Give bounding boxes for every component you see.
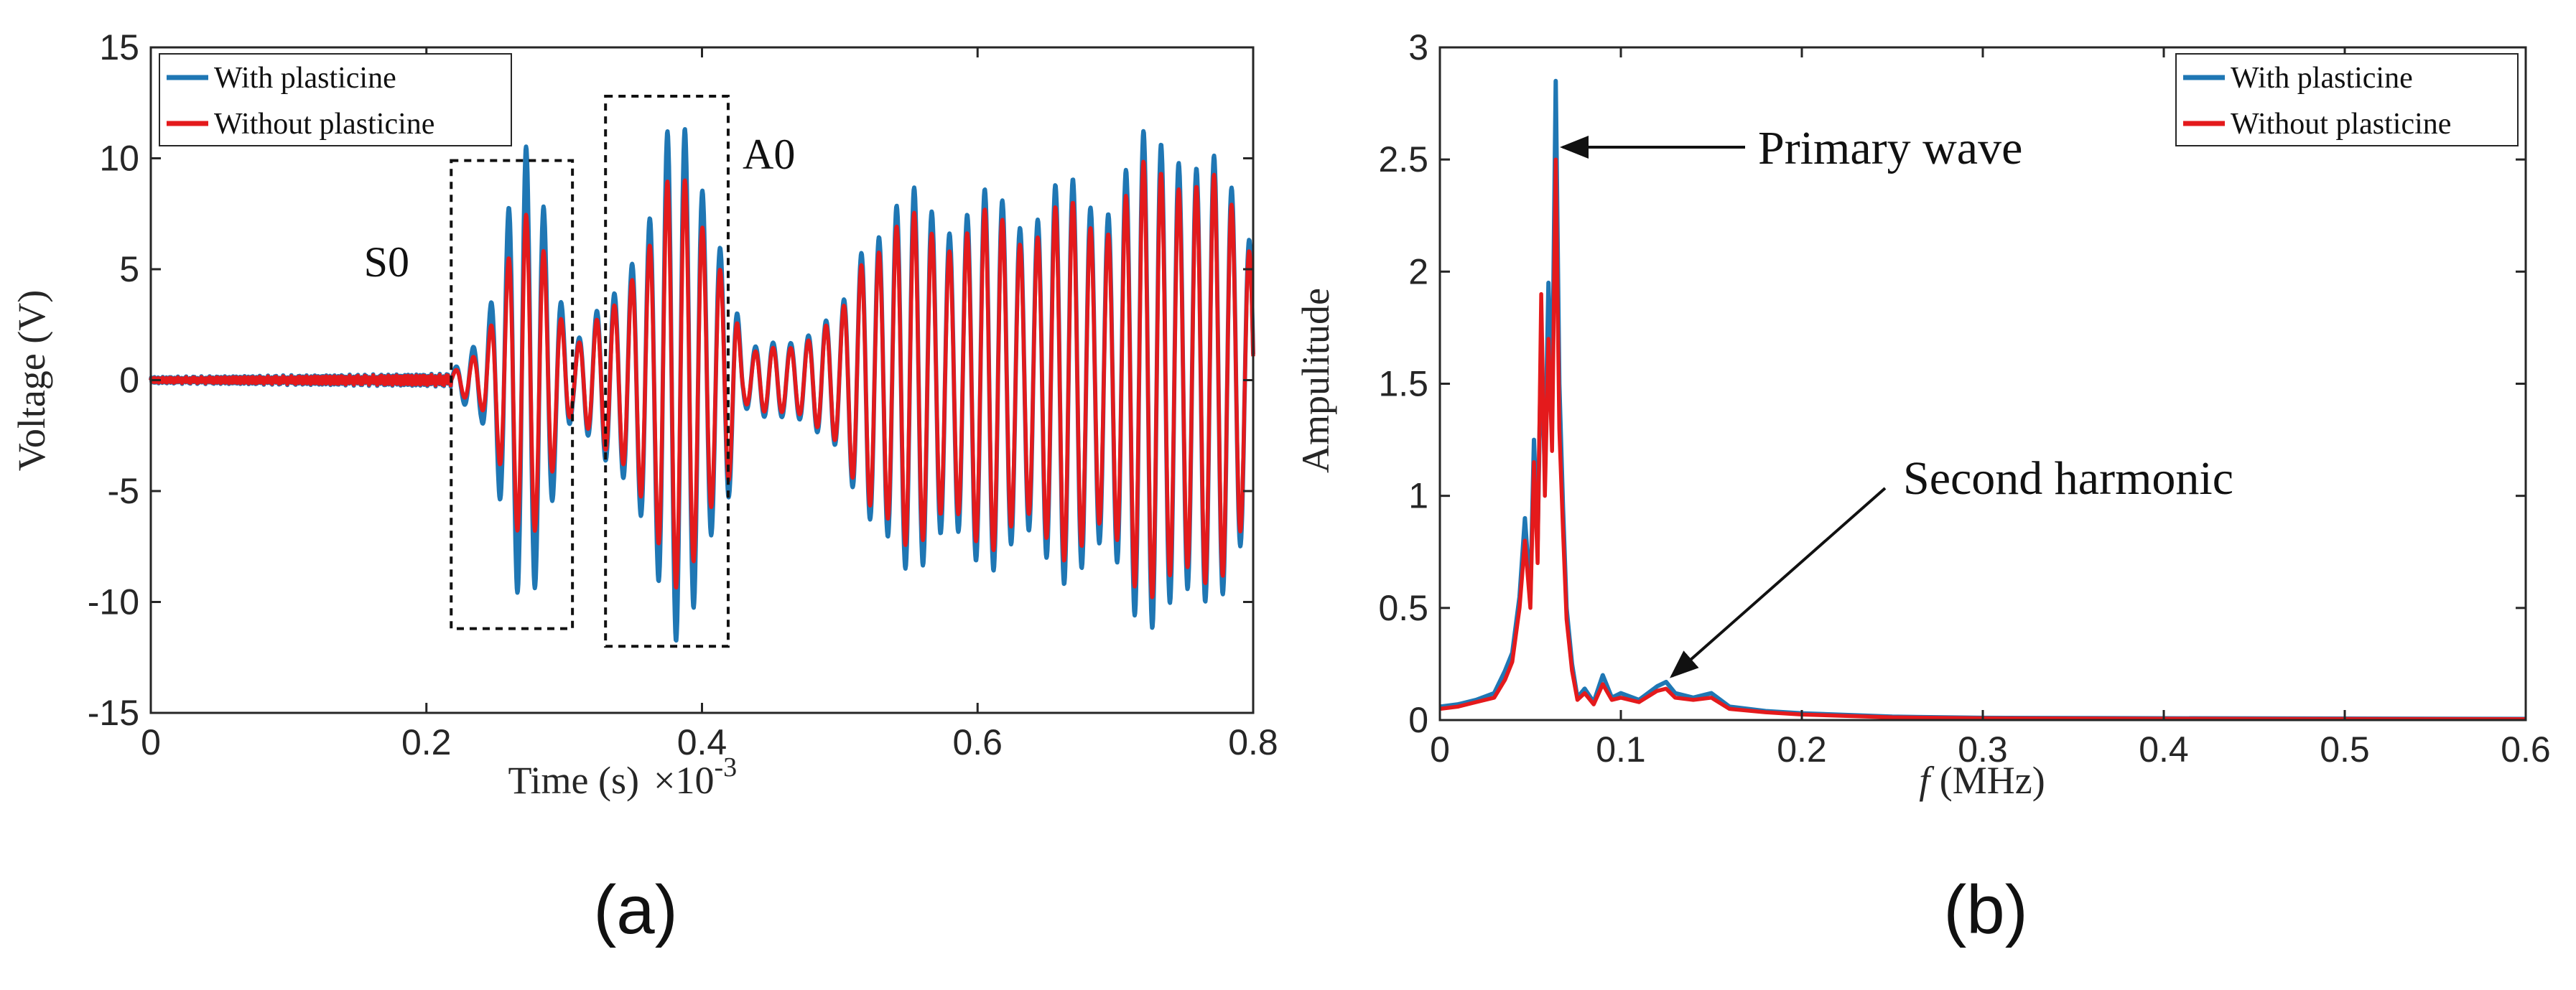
panel-b-ytick-label: 0.5 [1378,588,1428,628]
panel-a-xtick-label: 0.2 [401,722,452,762]
panel-b-xlabel: f (MHz) [1919,759,2045,802]
panel-b-series-line-with-plasticine [1439,78,2526,722]
panel-b-xtick-label: 0.6 [2501,729,2551,770]
panel-b-second-harmonic-label: Second harmonic [1903,452,2233,505]
panel-b-ytick-label: 3 [1408,27,1428,67]
panel-b-ylabel: Ampulitude [1294,288,1337,473]
panel-a-ytick-label: 0 [119,360,139,401]
panel-a-label: (a) [593,872,677,948]
panel-a-series-line-without-plasticine [149,159,1255,599]
panel-b-primary-wave-label: Primary wave [1758,122,2022,174]
panel-a-x-multiplier: ×10-3 [654,752,737,802]
panel-b-ticks: 0 0.1 0.2 0.3 0.4 0.5 0.6 0 0.5 1 1.5 2 2.5 3 [1378,27,2550,770]
panel-a-ytick-label: 5 [119,249,139,289]
panel-b-label: (b) [1943,872,2027,948]
panel-b-ytick-label: 1.5 [1378,364,1428,404]
panel-a-legend-box [159,53,512,146]
panel-b-xtick-label: 0.5 [2320,729,2370,770]
panel-a-box-label-a0: A0 [743,131,795,178]
panel-b-series-layer [1439,78,2526,722]
panel-a-xtick-label: 0.6 [952,722,1003,762]
panel-b-xtick-label: 0.2 [1777,729,1827,770]
panel-a-legend-label-with: With plasticine [214,62,396,95]
panel-b-ytick-label: 2 [1408,251,1428,291]
panel-b-ytick-label: 1 [1408,476,1428,516]
panel-b-legend-label-without: Without plasticine [2231,108,2451,141]
panel-b-xtick-label: 0.1 [1596,729,1646,770]
panel-a-ytick-label: 10 [99,139,139,179]
panel-a-box-s0 [450,159,575,630]
panel-b-xtick-label: 0.3 [1958,729,2008,770]
panel-a-xtick-label: 0 [141,722,161,762]
panel-b-frequency-domain: 0 0.1 0.2 0.3 0.4 0.5 0.6 0 0.5 1 1.5 2 2.5 3 With pl… [1294,27,2551,948]
panel-a-annotation-boxes [450,94,730,648]
panel-b-second-harmonic-arrow [1670,487,1887,678]
panel-a-xlabel: Time (s) [508,759,639,802]
panel-b-legend-label-with: With plasticine [2231,62,2413,95]
panel-b-xtick-label: 0.4 [2139,729,2189,770]
panel-a-ytick-label: 15 [99,27,139,67]
panel-b-xtick-label: 0 [1430,729,1450,770]
panel-a-box-label-s0: S0 [364,238,409,286]
panel-b-ytick-label: 0 [1408,700,1428,740]
panel-b-ytick-label: 2.5 [1378,139,1428,179]
panel-a-xtick-label: 0.8 [1228,722,1278,762]
panel-a-ytick-label: -15 [88,693,139,733]
panel-a-ytick-label: -5 [108,471,139,511]
panel-a-ylabel: Voltage (V) [10,290,53,471]
panel-a-ticks: 0 0.2 0.4 0.6 0.8 -15 -10 -5 0 5 10 15 [88,27,1278,762]
panel-a-ytick-label: -10 [88,582,139,622]
panel-a-xtick-label: 0.4 [677,722,727,762]
panel-a-time-domain: 0 0.2 0.4 0.6 0.8 -15 -10 -5 0 5 10 15 S0 A0 With p… [10,27,1278,948]
panel-a-legend-label-without: Without plasticine [214,108,434,141]
panel-a-series-layer [149,127,1255,643]
panel-b-legend-box [2175,53,2519,146]
panel-b-series-line-without-plasticine [1439,157,2526,722]
panel-a-legend: With plasticine Without plasticine [159,53,512,146]
panel-b-legend: With plasticine Without plasticine [2175,53,2519,146]
